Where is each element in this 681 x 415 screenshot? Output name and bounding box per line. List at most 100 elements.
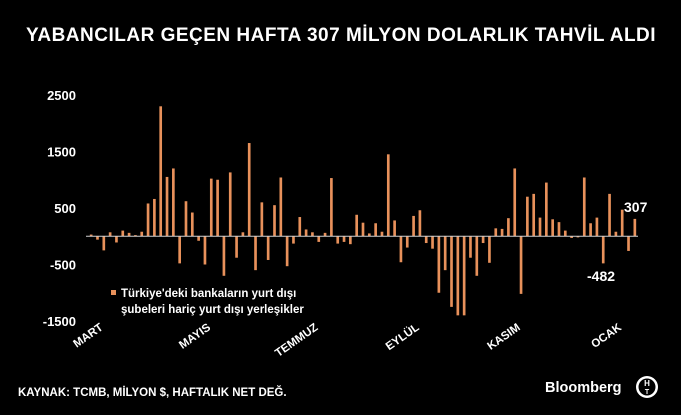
chart-title: YABANCILAR GEÇEN HAFTA 307 MİLYON DOLARL…	[26, 25, 656, 46]
bar	[494, 228, 498, 237]
bar	[443, 236, 447, 271]
bar	[500, 228, 504, 237]
x-tick-label: OCAK	[589, 321, 624, 351]
bar	[336, 236, 340, 244]
bar	[361, 222, 365, 237]
bar	[311, 232, 314, 237]
legend-line-2: şubeleri hariç yurt dışı yerleşikler	[121, 304, 304, 316]
source-note: KAYNAK: TCMB, MİLYON $, HAFTALIK NET DEĞ…	[18, 386, 287, 399]
bar	[418, 210, 422, 237]
y-tick-label: 2500	[47, 88, 76, 103]
bar	[330, 178, 333, 237]
bar	[172, 168, 175, 237]
bar	[323, 232, 327, 237]
bar	[342, 236, 346, 242]
x-tick-label: MART	[71, 322, 105, 351]
x-axis-labels: MARTMAYISTEMMUZEYLÜLKASIMOCAKMARTMAYISTE…	[71, 321, 624, 360]
bar	[108, 232, 112, 237]
bar	[203, 236, 207, 265]
bar	[393, 220, 396, 237]
bar	[96, 236, 99, 240]
y-tick-label: -1500	[43, 314, 76, 329]
bar	[386, 154, 390, 237]
bar	[285, 236, 289, 267]
bar	[279, 177, 283, 237]
bar	[595, 217, 599, 237]
bar	[519, 236, 523, 294]
annotation-last-value: 307	[624, 199, 648, 215]
bar	[209, 178, 213, 237]
y-tick-label: 1500	[47, 145, 76, 160]
bar	[197, 236, 200, 241]
bar	[367, 233, 371, 237]
bar	[184, 201, 188, 237]
bar	[399, 236, 403, 263]
bar	[115, 236, 118, 243]
bar	[513, 168, 517, 237]
bar	[292, 236, 295, 244]
bar	[456, 236, 460, 316]
bar	[178, 236, 181, 264]
annotation-recent-min: -482	[587, 268, 615, 284]
bar	[557, 222, 561, 237]
bar	[582, 177, 586, 237]
svg-text:H: H	[644, 379, 650, 388]
bar	[437, 236, 441, 293]
bar	[532, 193, 536, 237]
bar	[405, 236, 409, 248]
bar-series	[89, 106, 637, 316]
x-tick-label: TEMMUZ	[273, 322, 320, 360]
bar	[601, 236, 605, 264]
bar	[127, 232, 131, 237]
bar	[462, 236, 466, 316]
bar	[538, 217, 542, 237]
bar	[165, 176, 169, 237]
bar	[488, 236, 491, 263]
bar	[235, 236, 238, 258]
bar	[228, 172, 232, 237]
bar	[349, 236, 352, 245]
bar	[266, 236, 270, 260]
bar	[481, 236, 485, 244]
bar	[102, 236, 106, 251]
x-tick-label: MAYIS	[177, 321, 213, 351]
bar	[134, 235, 137, 237]
bar	[507, 218, 510, 237]
bar	[475, 236, 479, 276]
bar	[304, 229, 308, 237]
legend-swatch	[111, 290, 116, 295]
bar	[247, 143, 251, 237]
bar	[570, 236, 573, 238]
bar	[374, 223, 377, 237]
bar	[380, 231, 384, 237]
bar	[216, 179, 219, 237]
bar	[563, 230, 567, 237]
bar	[190, 212, 194, 237]
y-tick-label: -500	[50, 258, 76, 273]
bar	[254, 236, 257, 271]
bar	[298, 217, 302, 237]
bar	[260, 202, 264, 237]
ht-logo-icon: H T	[636, 376, 658, 398]
bar	[589, 223, 592, 237]
bar	[121, 230, 125, 237]
bloomberg-logo: Bloomberg	[545, 380, 622, 396]
bar	[355, 214, 359, 237]
bar	[159, 106, 163, 237]
bar	[140, 231, 144, 237]
bar	[608, 193, 611, 237]
y-axis-ticks: 2500 1500 500 -500 -1500	[43, 88, 76, 329]
bar	[222, 236, 226, 276]
y-tick-label: 500	[54, 201, 76, 216]
x-tick-label: KASIM	[485, 322, 522, 353]
bar	[424, 236, 428, 244]
bar	[431, 236, 434, 249]
bar	[551, 219, 554, 237]
bar	[576, 236, 580, 238]
bar	[89, 234, 93, 237]
bar	[317, 236, 321, 242]
bar	[241, 232, 245, 237]
bar	[412, 215, 415, 237]
bar	[627, 236, 630, 251]
